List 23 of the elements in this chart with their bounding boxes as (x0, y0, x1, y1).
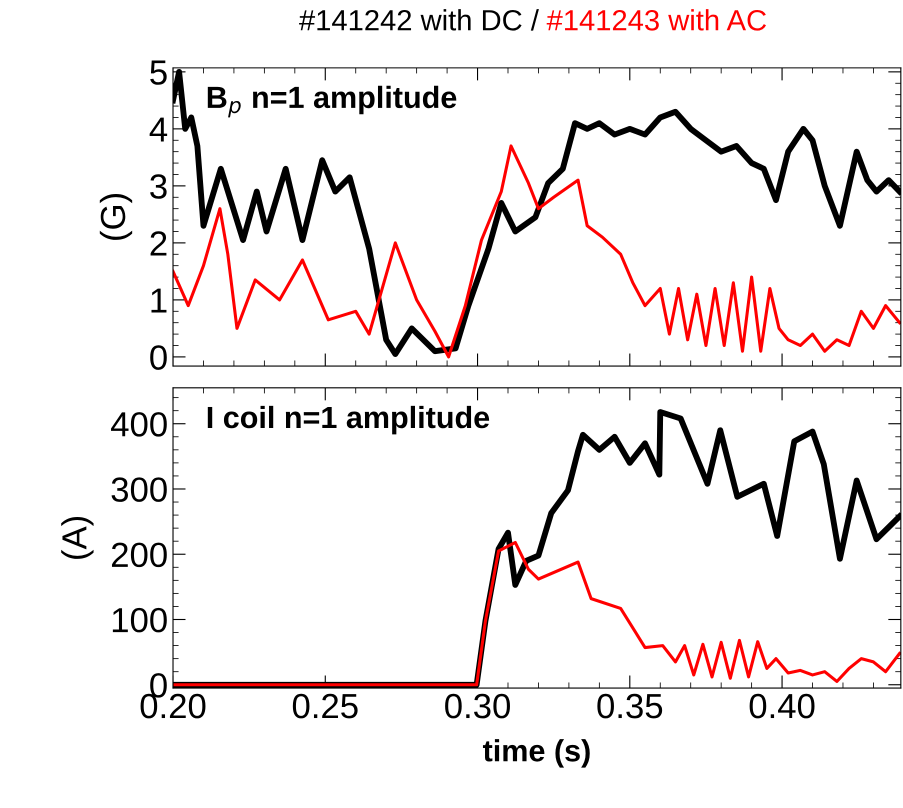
line-series (173, 144, 901, 358)
y-tick-label: 400 (111, 412, 167, 437)
y-tick-label: 0 (150, 345, 167, 370)
x-tick-label: 0.40 (750, 694, 814, 718)
annotation: I coil n=1 amplitude (208, 406, 490, 434)
x-tick-label: 0.35 (597, 694, 662, 718)
text: #141243 with AC (546, 9, 766, 31)
y-tick-label: 300 (112, 477, 167, 502)
y-tick-label: 4 (150, 118, 168, 142)
y-tick-label: 3 (150, 174, 167, 199)
y-tick-label: 1 (151, 288, 166, 312)
text: #141242 with DC / (299, 9, 539, 31)
line-series (173, 540, 901, 686)
y-tick-label: 5 (150, 60, 167, 85)
y-tick-label: 2 (150, 231, 166, 256)
annotation: B$_{p}$ n=1 amplitude (208, 86, 456, 118)
x-tick-label: 0.30 (445, 694, 510, 718)
x-axis-title: time (s) (482, 739, 590, 768)
y-axis-title: (G) (100, 194, 132, 240)
y-axis-title: (A) (61, 516, 94, 559)
y-tick-label: 200 (112, 542, 167, 568)
y-tick-label: 100 (112, 608, 167, 632)
x-tick-label: 0.25 (292, 694, 358, 718)
